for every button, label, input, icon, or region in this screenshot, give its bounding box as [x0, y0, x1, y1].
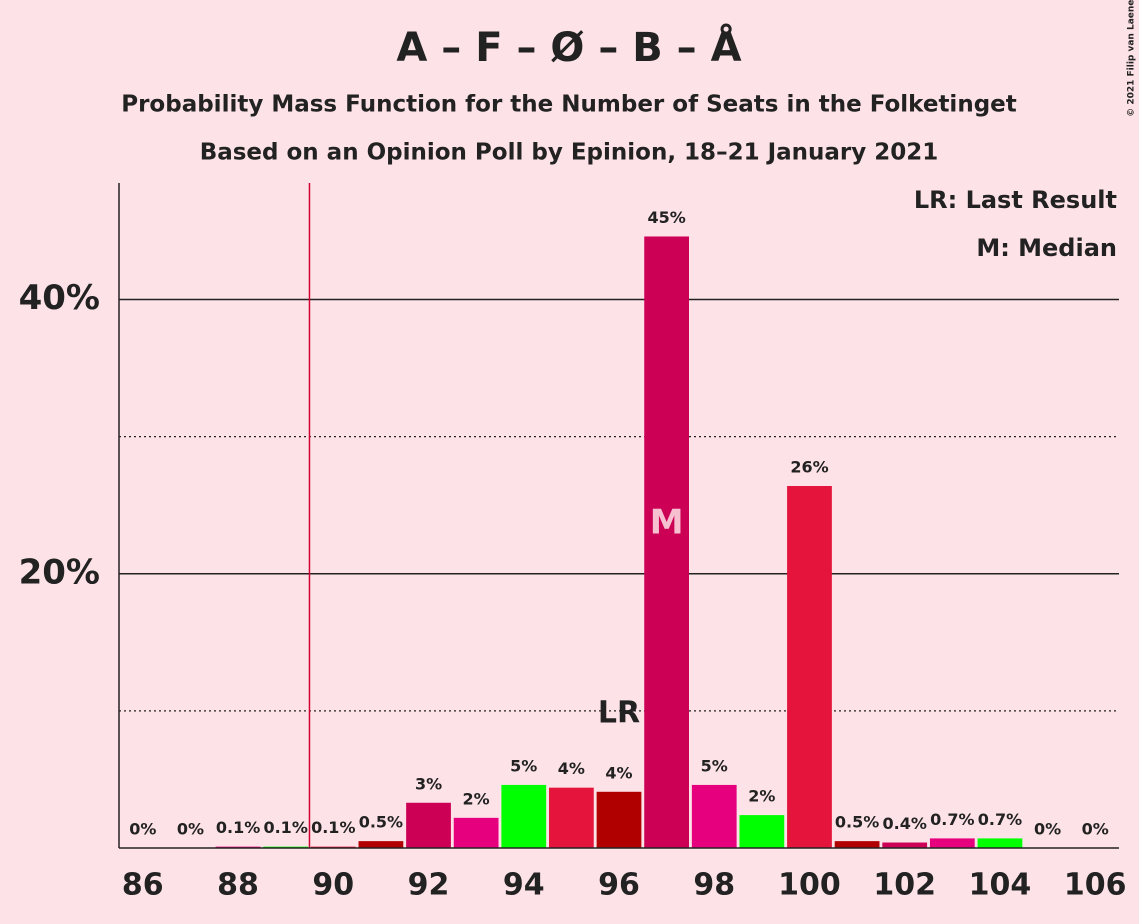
y-tick-label: 20% [19, 552, 100, 592]
value-label: 4% [558, 759, 585, 778]
x-tick-label: 94 [503, 868, 545, 903]
value-label: 45% [647, 208, 685, 227]
bar [596, 791, 642, 848]
bar [691, 784, 737, 848]
x-tick-label: 86 [122, 868, 164, 903]
x-tick-label: 88 [217, 868, 259, 903]
value-label: 0% [1034, 820, 1061, 839]
x-tick-label: 106 [1064, 868, 1127, 903]
x-tick-label: 92 [408, 868, 450, 903]
bar [882, 842, 928, 848]
x-tick-label: 100 [778, 868, 841, 903]
bar [929, 838, 975, 848]
bar [501, 784, 547, 848]
median-label: M [650, 503, 684, 543]
value-label: 0.5% [359, 813, 403, 832]
x-tick-label: 90 [312, 868, 354, 903]
y-tick-label: 40% [19, 278, 100, 318]
chart-subtitle: Probability Mass Function for the Number… [121, 92, 1017, 118]
bar [549, 787, 594, 848]
legend-entry: LR: Last Result [914, 186, 1117, 214]
bar [977, 838, 1023, 848]
value-label: 0.1% [263, 818, 307, 837]
value-label: 5% [510, 756, 537, 775]
legend-entry: M: Median [976, 234, 1117, 262]
value-label: 0.4% [883, 814, 927, 833]
bar [406, 802, 451, 848]
value-label: 4% [605, 763, 632, 782]
x-tick-label: 96 [598, 868, 640, 903]
bar [834, 841, 880, 848]
x-tick-label: 102 [873, 868, 936, 903]
chart-subtitle: Based on an Opinion Poll by Epinion, 18–… [200, 140, 939, 166]
x-tick-label: 104 [969, 868, 1032, 903]
value-label: 3% [415, 774, 442, 793]
value-label: 0.1% [216, 818, 260, 837]
bar [739, 815, 785, 848]
bar [358, 841, 404, 848]
x-tick-label: 98 [693, 868, 735, 903]
bar [644, 236, 689, 848]
bar [453, 817, 499, 848]
chart-title: A – F – Ø – B – Å [396, 22, 741, 71]
value-label: 0% [1082, 820, 1109, 839]
value-label: 0.1% [311, 818, 355, 837]
value-label: 5% [701, 756, 728, 775]
value-label: 0% [129, 820, 156, 839]
bar [787, 486, 832, 848]
value-label: 2% [748, 787, 775, 806]
last-result-label: LR [598, 695, 640, 730]
value-label: 0.5% [835, 813, 879, 832]
value-label: 2% [463, 789, 490, 808]
copyright: © 2021 Filip van Laenen [1127, 0, 1137, 117]
value-label: 0% [177, 820, 204, 839]
value-label: 0.7% [930, 810, 974, 829]
value-label: 26% [790, 458, 828, 477]
value-label: 0.7% [978, 810, 1022, 829]
